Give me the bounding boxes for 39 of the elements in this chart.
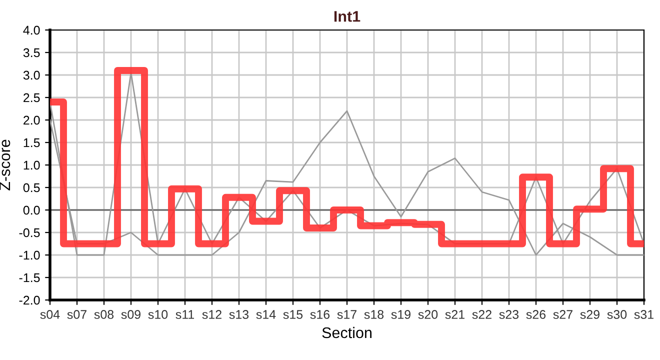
x-tick-label: s13 xyxy=(229,310,249,319)
x-tick-label: s23 xyxy=(499,310,519,319)
y-tick-label: 2.5 xyxy=(24,93,40,102)
x-tick-label: s16 xyxy=(310,310,330,319)
x-tick-label: s18 xyxy=(364,310,384,319)
x-tick-label: s30 xyxy=(607,310,627,319)
y-tick-label: 3.5 xyxy=(23,48,40,58)
x-tick-label: s10 xyxy=(148,310,168,319)
x-tick-label: s07 xyxy=(67,310,86,319)
x-tick-label: s08 xyxy=(94,310,114,319)
x-tick-label: s09 xyxy=(121,310,140,319)
x-tick-label: s11 xyxy=(176,310,194,319)
y-tick-label: 3.0 xyxy=(23,70,40,80)
x-tick-label: s21 xyxy=(445,310,464,319)
y-tick-label: -1.0 xyxy=(19,250,40,260)
x-tick-label: s14 xyxy=(256,310,276,319)
x-tick-label: s22 xyxy=(472,310,492,319)
y-axis-title: Z-score xyxy=(0,140,10,190)
y-tick-label: -1.5 xyxy=(19,273,40,282)
x-tick-label: s27 xyxy=(553,310,572,319)
x-tick-label: s31 xyxy=(634,310,654,319)
chart-title: Int1 xyxy=(334,11,360,22)
x-axis-title: Section xyxy=(322,326,372,338)
y-tick-label: 1.5 xyxy=(24,138,40,148)
x-tick-label: s20 xyxy=(418,310,438,319)
x-tick-label: s19 xyxy=(391,310,410,319)
x-tick-label: s26 xyxy=(526,310,546,319)
x-tick-label: s29 xyxy=(580,310,600,319)
y-tick-label: 0.5 xyxy=(23,183,40,192)
y-tick-label: -0.5 xyxy=(19,228,40,238)
x-tick-label: s12 xyxy=(202,310,222,319)
x-tick-label: s17 xyxy=(337,310,356,319)
y-tick-label: 1.0 xyxy=(24,160,40,170)
y-tick-label: -2.0 xyxy=(19,296,40,305)
x-tick-label: s15 xyxy=(283,310,303,319)
y-tick-label: 4.0 xyxy=(23,26,40,35)
y-tick-label: 0.0 xyxy=(23,206,40,215)
x-tick-label: s04 xyxy=(40,310,60,319)
y-tick-label: 2.0 xyxy=(24,116,40,125)
